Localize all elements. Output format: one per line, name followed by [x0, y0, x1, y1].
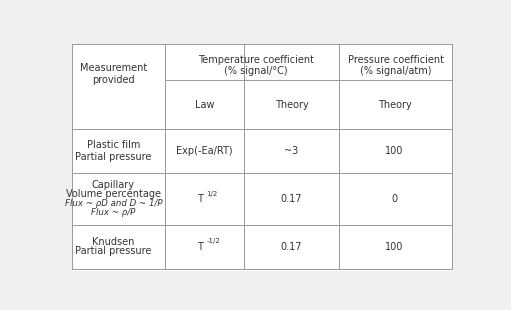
Text: 100: 100 [385, 242, 404, 252]
Text: Measurement
provided: Measurement provided [80, 64, 147, 85]
Text: 1/2: 1/2 [206, 191, 218, 197]
Text: 0: 0 [391, 194, 398, 204]
Text: (% signal/°C): (% signal/°C) [224, 66, 288, 76]
Text: (% signal/atm): (% signal/atm) [360, 66, 431, 76]
Text: Partial pressure: Partial pressure [75, 246, 152, 256]
Text: -1/2: -1/2 [206, 238, 220, 244]
Text: Knudsen: Knudsen [92, 237, 134, 247]
Text: Capillary: Capillary [92, 180, 135, 190]
Text: Exp(-Ea/RT): Exp(-Ea/RT) [176, 146, 233, 156]
Text: Theory: Theory [275, 100, 309, 110]
Text: 100: 100 [385, 146, 404, 156]
Text: T: T [197, 194, 202, 204]
Text: Volume percentage: Volume percentage [66, 189, 161, 199]
Text: Temperature coefficient: Temperature coefficient [198, 55, 314, 65]
Text: ~3: ~3 [285, 146, 299, 156]
Text: T: T [197, 242, 202, 252]
Text: Law: Law [195, 100, 214, 110]
Text: 0.17: 0.17 [281, 242, 303, 252]
Text: 0.17: 0.17 [281, 194, 303, 204]
Text: Flux ~ ρ/P: Flux ~ ρ/P [91, 208, 135, 217]
Text: Theory: Theory [378, 100, 411, 110]
Text: Flux ~ ρD and D ~ 1/P: Flux ~ ρD and D ~ 1/P [64, 199, 162, 208]
Text: Pressure coefficient: Pressure coefficient [347, 55, 444, 65]
Text: Plastic film
Partial pressure: Plastic film Partial pressure [75, 140, 152, 162]
